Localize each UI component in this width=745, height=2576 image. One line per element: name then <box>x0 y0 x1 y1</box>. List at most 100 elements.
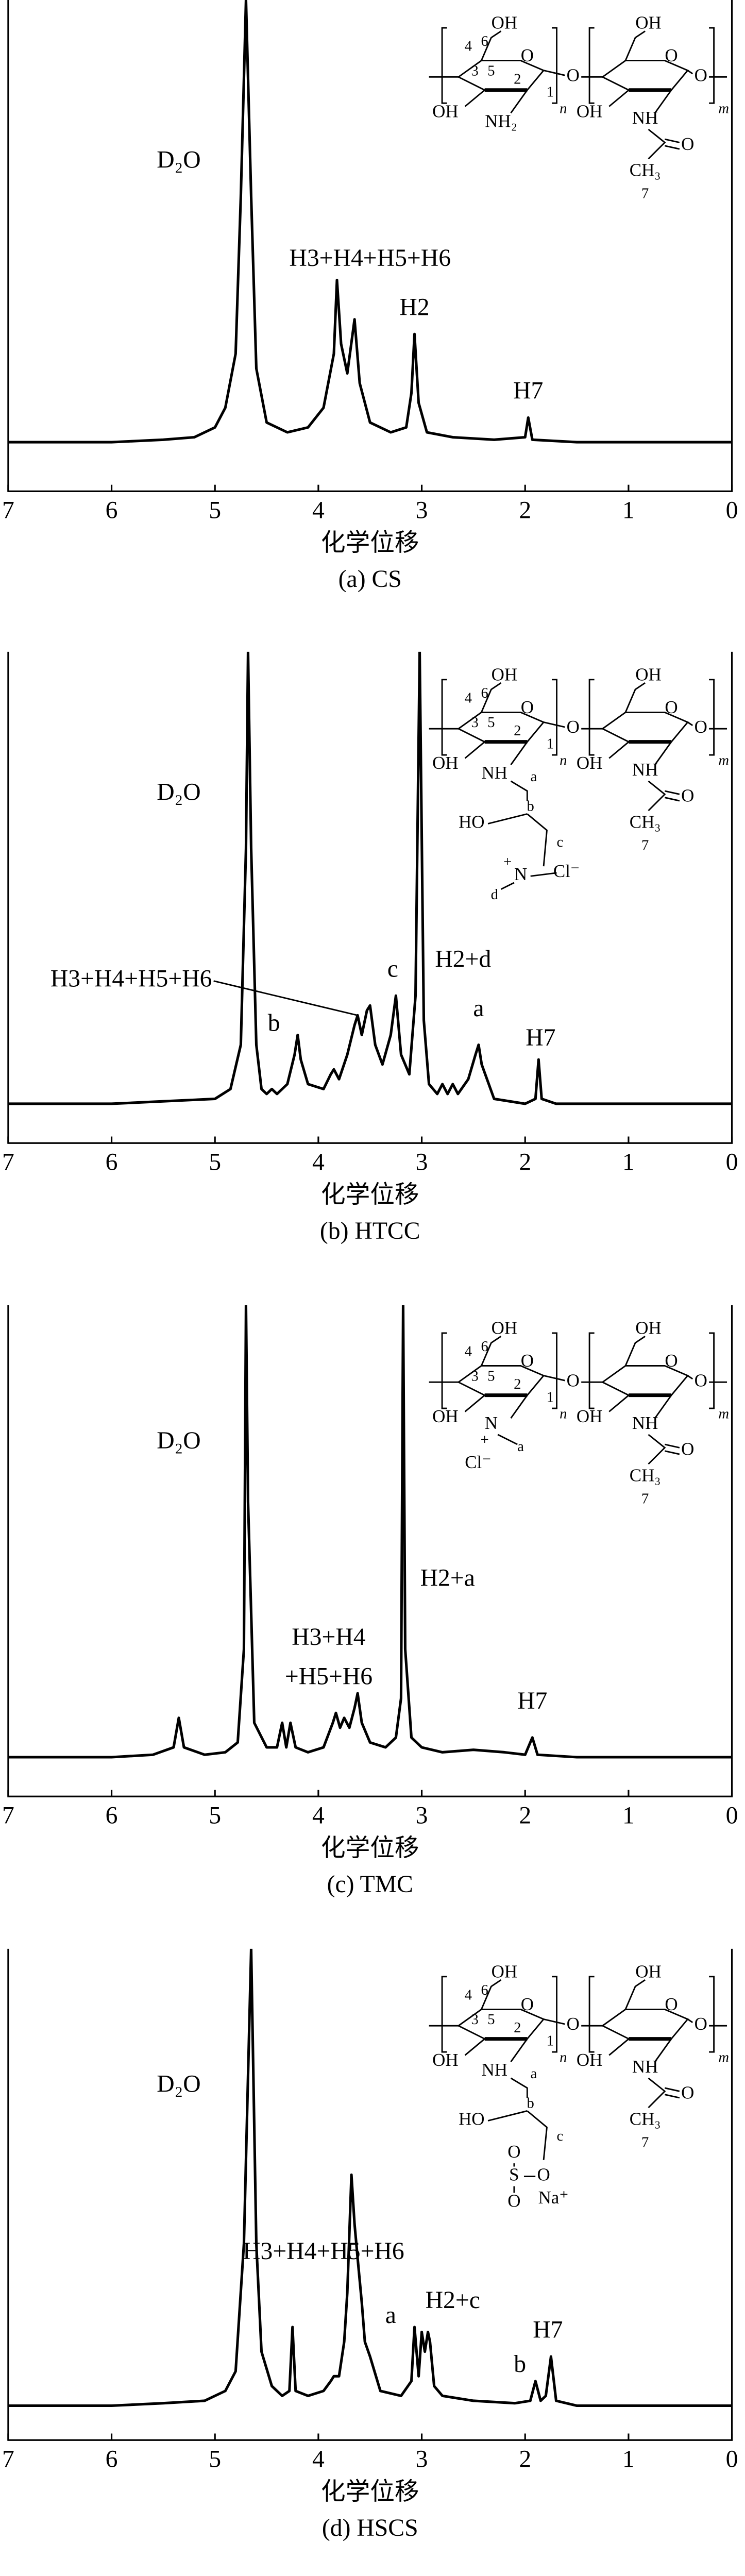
bond <box>687 70 693 75</box>
x-axis-label: 化学位移 <box>321 1182 419 1208</box>
structure-label: 7 <box>641 2135 649 2151</box>
bond <box>481 1336 502 1367</box>
structure-label: n <box>560 2049 567 2065</box>
bond <box>527 2110 548 2160</box>
x-tick-label: 3 <box>416 1803 428 1829</box>
x-tick-label: 7 <box>2 1803 14 1829</box>
x-tick-label: 1 <box>622 2446 635 2472</box>
bracket <box>551 27 557 104</box>
structure-label: Na⁺ <box>538 2187 569 2208</box>
structure-label: 4 <box>465 39 472 55</box>
bond <box>543 721 565 728</box>
bond <box>510 2077 528 2098</box>
bond <box>464 1394 485 1412</box>
bracket <box>551 1976 557 2053</box>
x-tick-label: 7 <box>2 497 14 524</box>
structure-label: 6 <box>481 1339 488 1355</box>
structure-label: O <box>567 2014 580 2034</box>
structure-label: 3 <box>471 2012 478 2028</box>
x-tick-label: 0 <box>726 1149 738 1175</box>
bracket <box>441 679 447 756</box>
structure-label: 4 <box>465 1344 472 1360</box>
structure-label: O <box>521 45 534 65</box>
structure-label: n <box>560 100 567 116</box>
bond <box>687 1375 693 1380</box>
bond <box>487 813 528 824</box>
peak-label: H7 <box>533 2316 563 2343</box>
structure-label: O <box>665 45 678 65</box>
x-tick-label: 0 <box>726 497 738 524</box>
peak-label: H3+H4 <box>292 1624 366 1651</box>
bracket <box>588 27 595 104</box>
bond <box>654 741 672 765</box>
peak-label: +H5+H6 <box>285 1663 372 1690</box>
x-tick-label: 3 <box>416 497 428 524</box>
structure-label: m <box>718 1406 729 1422</box>
structure-label: O <box>567 717 580 737</box>
structure-label: m <box>718 2049 729 2065</box>
bond <box>510 780 528 801</box>
structure-label: 1 <box>547 1390 554 1406</box>
structure-label: 3 <box>471 63 478 79</box>
peak-label: D₂O <box>157 1427 200 1454</box>
structure-label: 1 <box>547 85 554 100</box>
structure-label: 5 <box>487 1368 495 1384</box>
structure-label: d <box>491 887 498 903</box>
bond <box>487 2110 528 2122</box>
x-tick-label: 2 <box>519 497 531 524</box>
structure-label: 4 <box>465 691 472 706</box>
structure-label: O <box>681 2083 694 2103</box>
structure-label: CH₃ <box>630 160 661 180</box>
structure-label: OH <box>492 13 517 33</box>
structure-label: NH <box>632 108 658 128</box>
bond <box>664 1450 680 1455</box>
peak-label: b <box>514 2351 526 2378</box>
structure-label: 2 <box>514 723 521 739</box>
bond <box>543 70 565 76</box>
bond <box>481 682 502 713</box>
x-axis-label: 化学位移 <box>321 530 419 557</box>
structure-label: a <box>531 769 537 785</box>
peak-label: H2+c <box>426 2287 480 2314</box>
bond <box>648 128 666 160</box>
bracket <box>588 1332 595 1409</box>
structure-label: OH <box>432 1406 458 1426</box>
bond <box>608 2038 630 2056</box>
bracket <box>551 1332 557 1409</box>
bond <box>654 2038 672 2062</box>
x-tick-label: 5 <box>209 1803 221 1829</box>
peak-label: H7 <box>526 1024 555 1051</box>
bond <box>624 1979 646 2010</box>
structure-label: 1 <box>547 736 554 752</box>
spectrum-line <box>8 0 732 444</box>
structure-label: CH₃ <box>630 812 661 832</box>
structure-label: 5 <box>487 63 495 79</box>
x-tick-label: 3 <box>416 1149 428 1175</box>
structure-label: O <box>537 2165 550 2185</box>
caption: (b) HTCC <box>320 1218 420 1244</box>
structure-label: O <box>695 717 707 737</box>
bond <box>664 790 680 795</box>
bond <box>664 1443 680 1449</box>
structure-label: b <box>527 2095 534 2111</box>
structure-label: O <box>665 697 678 717</box>
structure-label: NH₂ <box>485 111 517 131</box>
structure-label: NH <box>632 1413 658 1433</box>
peak-label: b <box>268 1009 280 1036</box>
x-tick-label: 4 <box>312 2446 325 2472</box>
bracket <box>709 1332 715 1409</box>
bond <box>464 89 485 107</box>
bond <box>464 2038 485 2056</box>
structure-label: m <box>718 100 729 116</box>
bond <box>543 2018 565 2025</box>
structure-label: 2 <box>514 2020 521 2036</box>
structure-label: OH <box>432 753 458 773</box>
peak-label: H2 <box>399 294 429 321</box>
bracket <box>441 27 447 104</box>
structure-label: 3 <box>471 1368 478 1384</box>
x-tick-label: 6 <box>106 1149 118 1175</box>
bracket <box>709 679 715 756</box>
structure-label: 5 <box>487 715 495 731</box>
bond <box>664 2087 680 2092</box>
structure-label: O <box>681 1439 694 1459</box>
